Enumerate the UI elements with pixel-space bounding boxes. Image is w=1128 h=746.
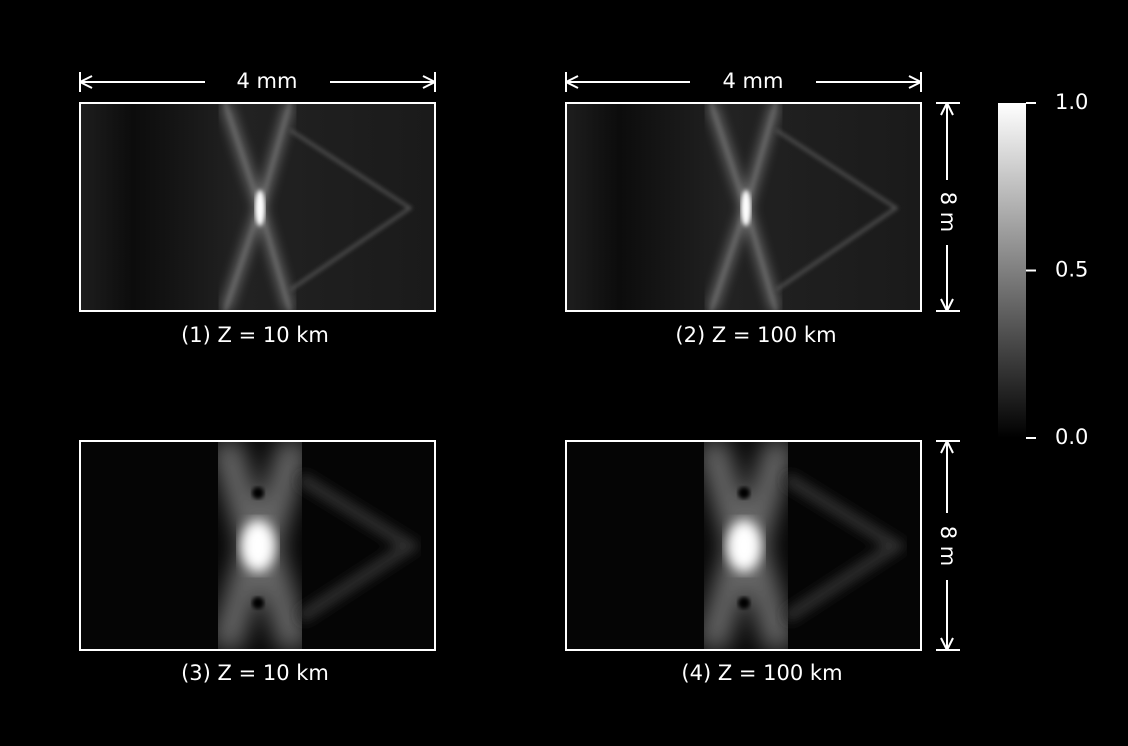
panel-image: [80, 103, 435, 311]
height-label: 8 m: [936, 526, 960, 567]
colorbar: [998, 103, 1026, 438]
panel-image: [566, 103, 921, 311]
panel-caption: (1) Z = 10 km: [181, 323, 329, 347]
width-label: 4 mm: [723, 69, 784, 93]
dimension-arrow: [936, 440, 960, 651]
height-label: 8 m: [936, 192, 960, 233]
panel-frame: [565, 440, 922, 651]
colorbar-ticks: 0.0 0.5 1.0: [1026, 90, 1088, 449]
panel-caption: (2) Z = 100 km: [675, 323, 836, 347]
colorbar-tick-label: 0.5: [1055, 258, 1088, 282]
colorbar-tick-label: 1.0: [1055, 90, 1088, 114]
panel-frame: [79, 440, 436, 651]
width-label: 4 mm: [237, 69, 298, 93]
panel-caption: (3) Z = 10 km: [181, 661, 329, 685]
panel-caption: (4) Z = 100 km: [681, 661, 842, 685]
panel-image: [566, 441, 921, 649]
colorbar-tick-label: 0.0: [1055, 425, 1088, 449]
dimension-arrow: [936, 102, 960, 312]
panel-image: [80, 441, 435, 649]
dimension-arrow: [79, 72, 436, 92]
dimension-arrow: [565, 72, 922, 92]
panel-frame: [79, 102, 436, 312]
panel-frame: [565, 102, 922, 312]
